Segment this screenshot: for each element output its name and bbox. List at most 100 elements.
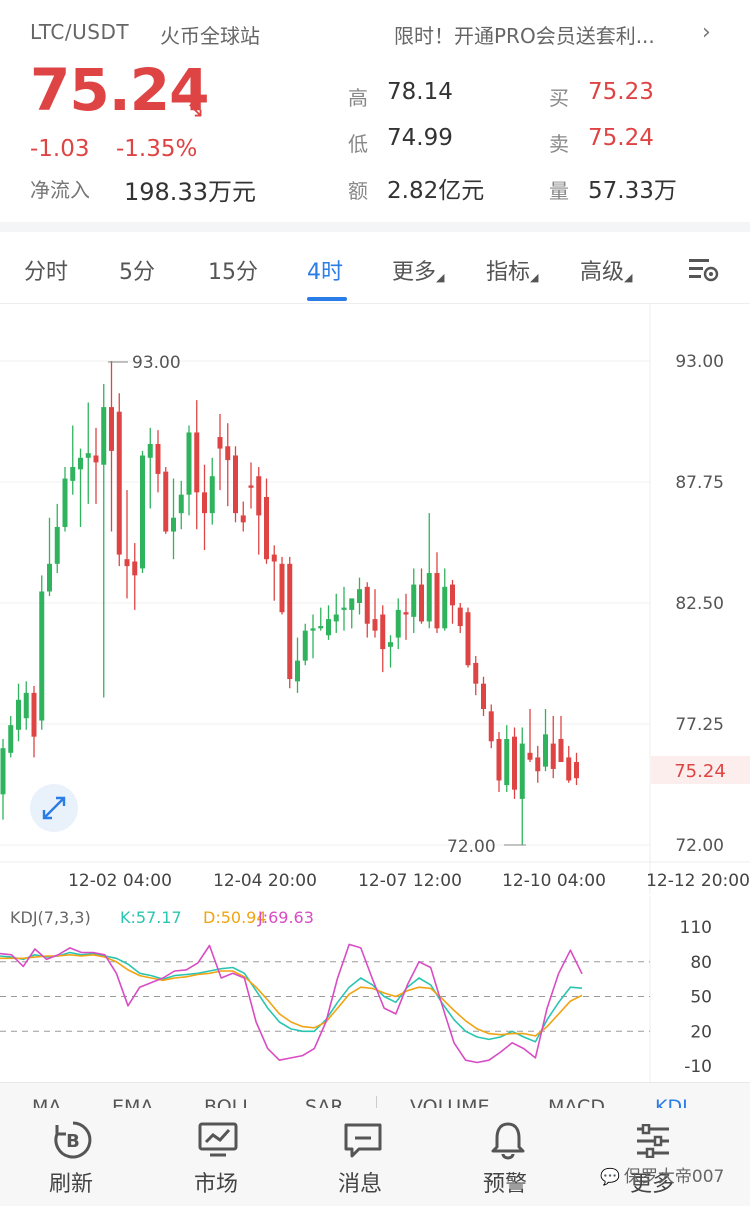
candle-body (473, 662, 479, 684)
candle (566, 745, 572, 783)
kdj-d-line (0, 953, 583, 1037)
watermark: 💬 保罗大帝007 (600, 1162, 724, 1187)
candle (333, 593, 339, 633)
exchange-name[interactable]: 火币全球站 (160, 24, 260, 48)
watermark-text: 保罗大帝007 (623, 1167, 725, 1187)
sell-value: 75.24 (588, 125, 654, 151)
candle-body (535, 757, 541, 772)
tab-5min[interactable]: 5分 (119, 260, 155, 285)
nav-more[interactable]: 更多 (611, 1110, 695, 1202)
candle (411, 568, 417, 633)
candle-body (78, 457, 83, 470)
candle-body (256, 476, 262, 516)
candle-body (341, 607, 347, 610)
section-divider (0, 222, 750, 232)
candle-body (426, 573, 432, 622)
buy-label: 买 (549, 86, 569, 110)
candle-body (395, 609, 401, 638)
candle-body (101, 407, 107, 465)
nav-market[interactable]: 市场 (176, 1110, 260, 1202)
candle (194, 400, 200, 530)
candles (0, 361, 579, 845)
dropdown-triangle-icon: ◢ (436, 271, 445, 284)
candle (535, 745, 541, 783)
candle-body (450, 584, 455, 606)
time-tick-label: 12-12 20:00 (646, 871, 750, 891)
nav-market-label: 市场 (194, 1172, 239, 1197)
kdj-tick-label: 110 (680, 918, 712, 938)
candle (155, 430, 161, 493)
tab-4hour[interactable]: 4时 (307, 260, 343, 285)
time-tick-label: 12-10 04:00 (502, 871, 606, 891)
tab-more-label: 更多 (392, 260, 437, 285)
tab-more[interactable]: 更多◢ (392, 254, 444, 286)
last-price: 75.24 (30, 56, 209, 124)
kdj-k-line (0, 951, 583, 1043)
net-inflow-label: 净流入 (30, 178, 90, 202)
candle (295, 637, 300, 693)
candlestick-chart[interactable]: 93.00 87.75 82.50 77.25 72.00 75.24 93.00 72… (0, 304, 750, 894)
high-marker: 93.00 (132, 353, 181, 373)
candle-body (357, 589, 362, 603)
candle (302, 623, 308, 666)
candle (54, 503, 60, 574)
candle (543, 709, 548, 772)
time-tick-label: 12-02 04:00 (68, 871, 172, 891)
price-tick-label: 93.00 (675, 352, 724, 372)
nav-alerts[interactable]: 预警 (466, 1110, 550, 1202)
kdj-j-line (0, 943, 583, 1064)
candle-body (109, 407, 114, 451)
candle (450, 579, 455, 624)
candle (85, 402, 91, 504)
candle-body (240, 515, 246, 523)
candle (240, 501, 246, 532)
candle (465, 607, 471, 668)
tab-timeshare[interactable]: 分时 (24, 260, 69, 285)
tab-15min[interactable]: 15分 (208, 260, 258, 285)
price-tick-label: 77.25 (675, 715, 724, 735)
candle (264, 478, 269, 564)
high-value: 78.14 (387, 79, 453, 105)
candle-body (225, 446, 231, 461)
current-price-tag: 75.24 (674, 761, 726, 782)
low-value: 74.99 (387, 125, 453, 151)
price-change: -1.03 (30, 136, 90, 162)
market-chart-icon (198, 1122, 238, 1157)
candle (457, 603, 463, 633)
nav-refresh[interactable]: B 刷新 (32, 1110, 116, 1202)
svg-text:B: B (66, 1131, 80, 1152)
chevron-right-icon[interactable]: › (702, 20, 711, 45)
pair-name[interactable]: LTC/USDT (30, 20, 130, 44)
kdj-lines (0, 943, 583, 1064)
nav-messages[interactable]: 消息 (321, 1110, 405, 1202)
active-tab-underline (307, 297, 347, 301)
chart-settings-icon[interactable] (688, 256, 720, 282)
candle-body (178, 494, 184, 514)
tab-indicators[interactable]: 指标◢ (486, 254, 538, 286)
candle-body (310, 628, 316, 631)
candle (488, 704, 494, 749)
kdj-tick-label: 80 (690, 953, 712, 973)
candle (62, 467, 68, 532)
candle-body (202, 492, 207, 514)
kdj-title: KDJ(7,3,3) (10, 908, 91, 927)
tab-advanced[interactable]: 高级◢ (580, 254, 632, 286)
promo-banner[interactable]: 限时！开通PRO会员送套利... (394, 24, 655, 48)
candle (39, 575, 45, 730)
price-tick-label: 87.75 (675, 473, 724, 493)
candle-body (155, 443, 161, 474)
candle (426, 513, 432, 629)
candle (16, 683, 21, 742)
candle-body (465, 612, 471, 666)
candle (372, 589, 378, 638)
chart-grid (0, 360, 650, 846)
candle-body (287, 563, 293, 680)
candle-body (326, 619, 331, 636)
candle-body (519, 743, 525, 799)
expand-chart-button[interactable] (30, 784, 78, 832)
candle (434, 552, 440, 633)
dropdown-triangle-icon: ◢ (624, 271, 633, 284)
more-sliders-icon (637, 1124, 669, 1158)
